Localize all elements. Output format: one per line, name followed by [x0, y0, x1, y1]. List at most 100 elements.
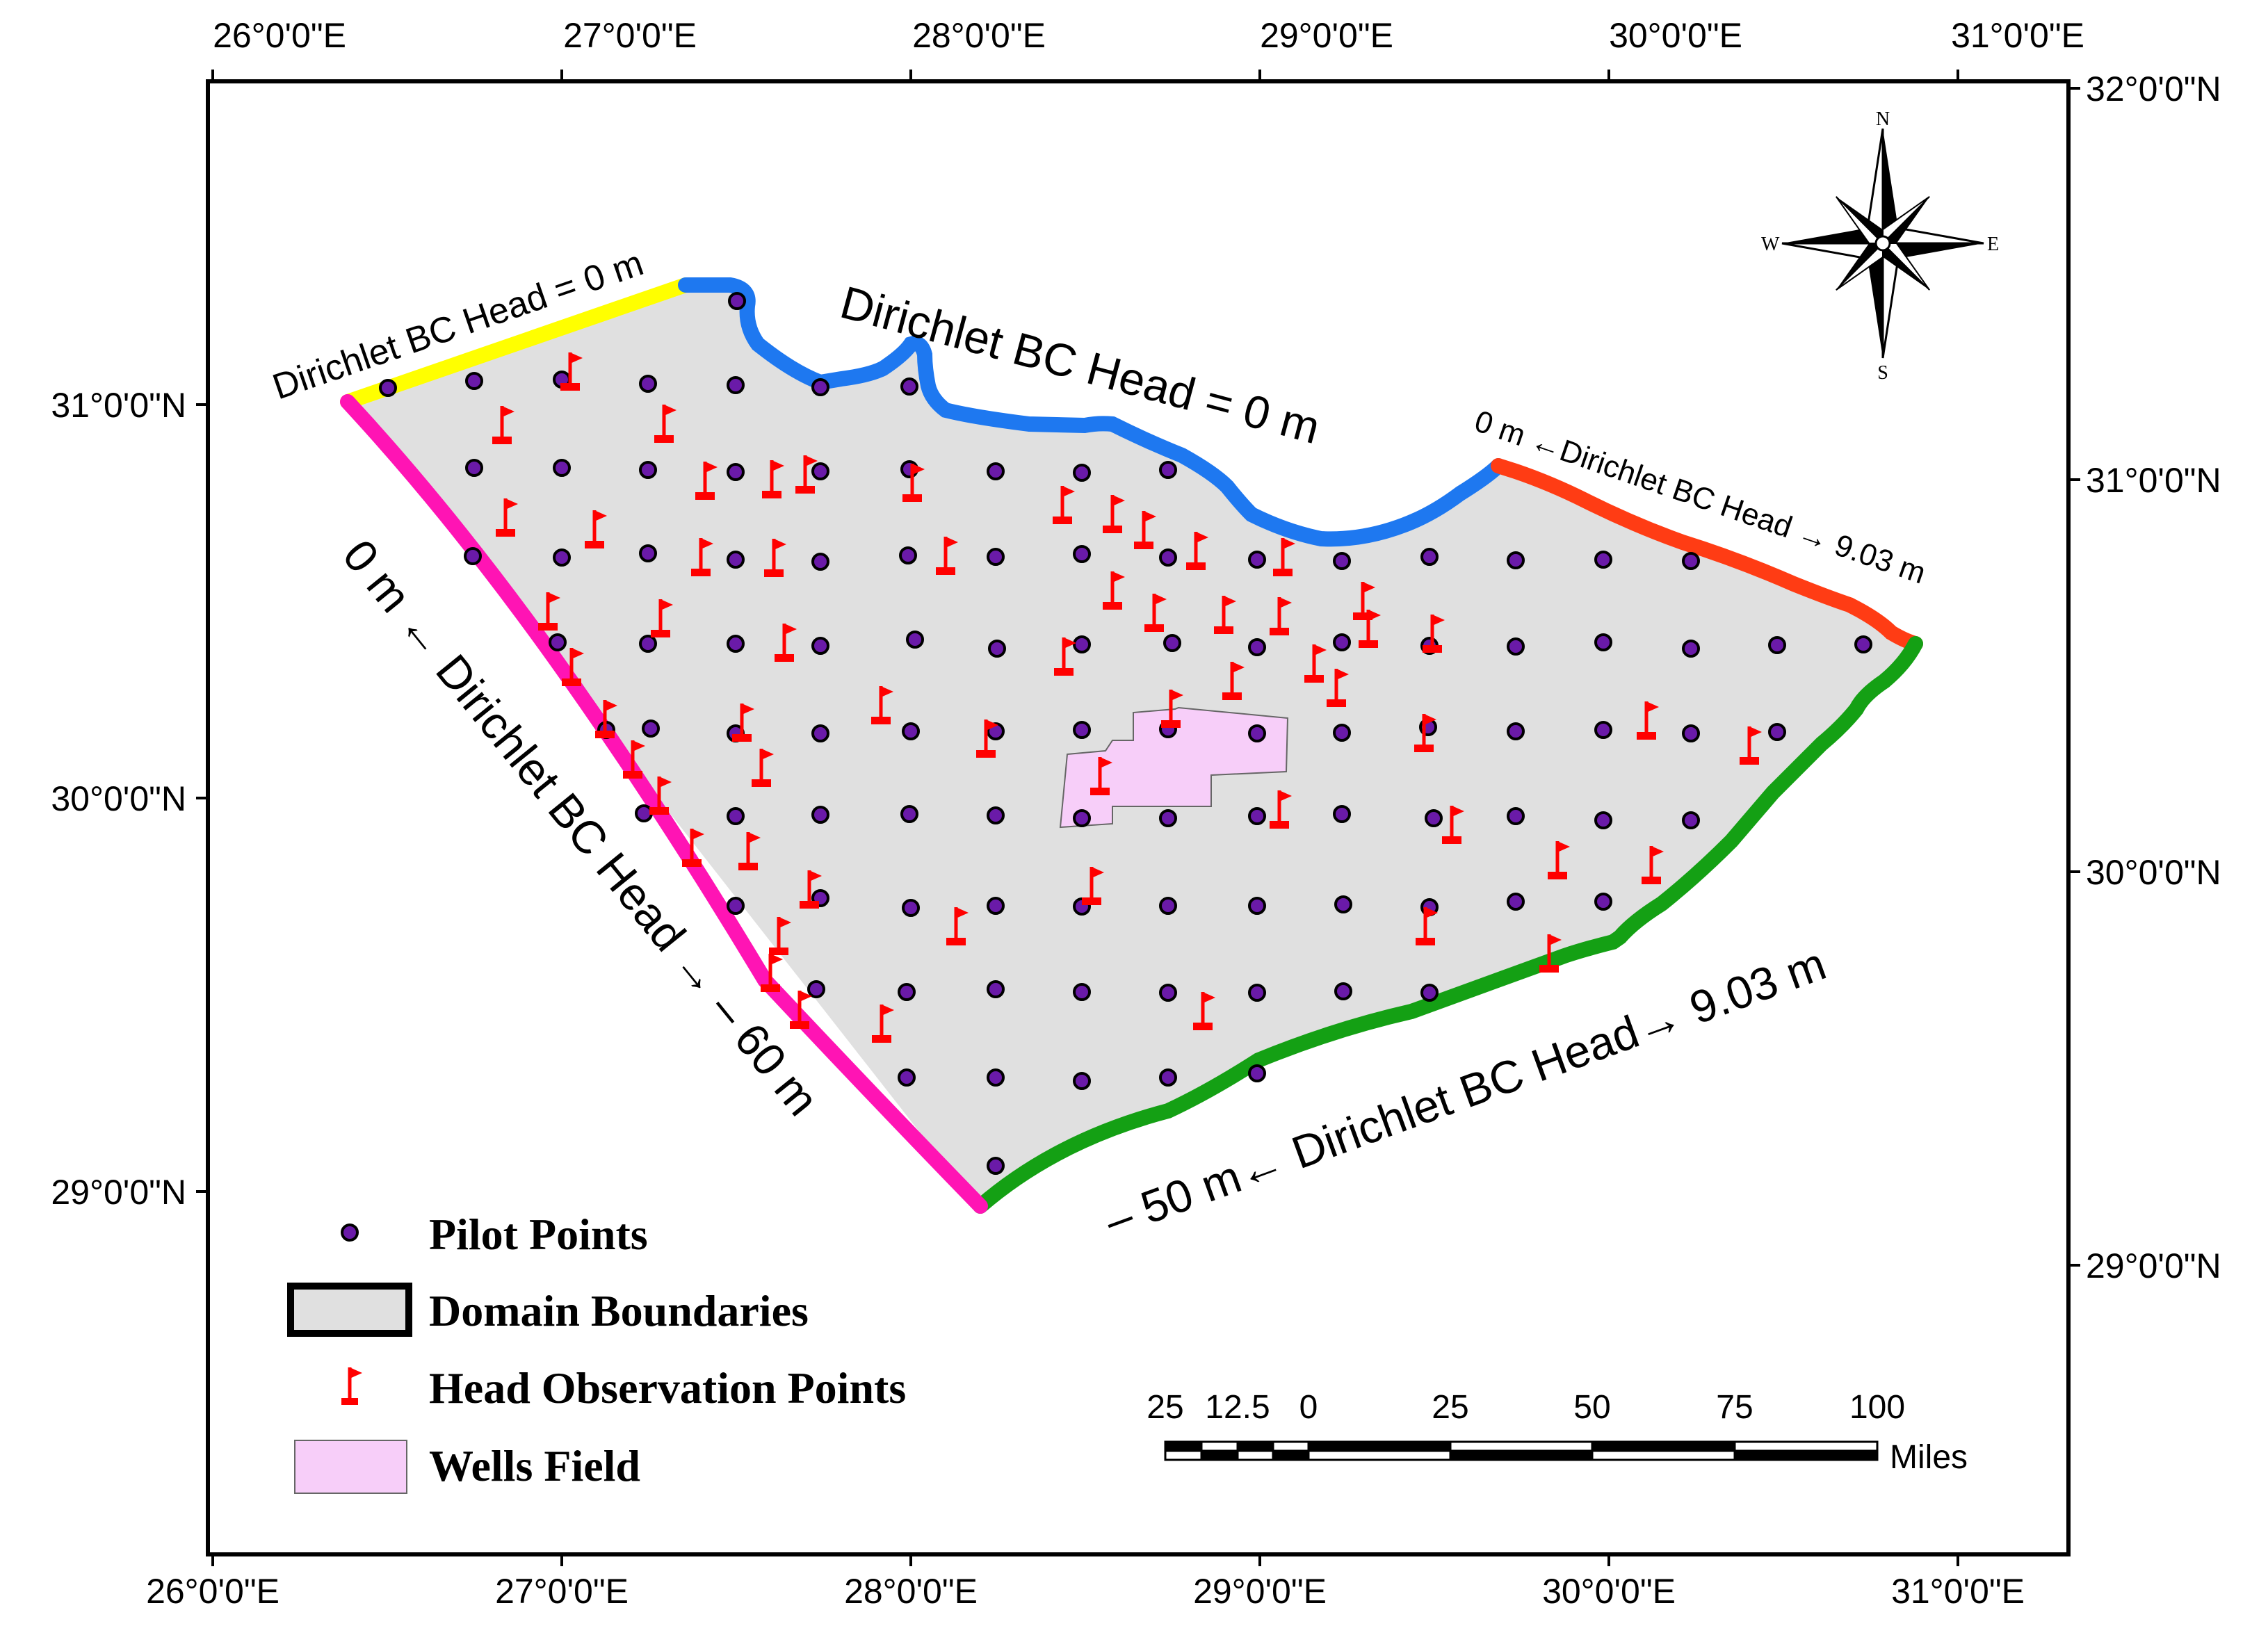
observation-point-flag	[560, 352, 583, 391]
pilot-point	[1594, 811, 1612, 829]
pilot-point	[988, 640, 1006, 658]
pilot-point	[1507, 551, 1525, 569]
observation-point-flag	[654, 405, 677, 443]
observation-point-flag	[762, 460, 784, 498]
observation-point-flag	[1273, 538, 1295, 576]
pilot-point	[1248, 551, 1266, 569]
legend-label-wells-field: Wells Field	[429, 1441, 640, 1490]
pilot-point	[1334, 982, 1352, 1000]
pilot-point	[899, 546, 917, 564]
scale-segment-top	[1733, 1440, 1879, 1452]
pilot-point	[898, 1068, 916, 1087]
pilot-point	[1594, 633, 1612, 651]
pilot-point	[1333, 724, 1351, 742]
pilot-point	[1073, 1072, 1091, 1090]
pilot-point	[811, 462, 829, 480]
observation-point-flag	[1642, 846, 1664, 884]
observation-point-flag	[902, 464, 925, 502]
tick-marks	[196, 70, 2080, 1566]
observation-point-flag	[936, 537, 958, 575]
observation-point-flag	[1103, 495, 1125, 533]
pilot-point	[1768, 723, 1786, 741]
observation-point-flag	[695, 462, 718, 500]
observation-point-flag	[538, 592, 560, 631]
scale-segment-bottom	[1733, 1449, 1879, 1461]
pilot-point	[379, 379, 397, 397]
observation-point-flag	[1416, 907, 1438, 945]
pilot-point	[728, 292, 746, 310]
pilot-point	[639, 375, 657, 393]
pilot-point	[1594, 721, 1612, 739]
pilot-point	[1163, 634, 1181, 652]
boundary-green	[973, 636, 1923, 1214]
pilot-point	[1594, 551, 1612, 569]
observation-point-flag	[1193, 992, 1215, 1030]
observation-point-flag	[732, 704, 754, 742]
pilot-point	[1073, 809, 1091, 827]
pilot-point	[1507, 637, 1525, 656]
observation-point-flag	[649, 777, 672, 815]
red-flag-icon	[341, 1367, 362, 1405]
pilot-point	[1073, 635, 1091, 653]
pilot-point	[635, 804, 653, 822]
legend: Pilot Points Domain Boundaries Head Obse…	[287, 1210, 906, 1494]
pilot-point	[807, 980, 825, 998]
wells-field-icon	[294, 1440, 407, 1494]
scale-segment-bottom	[1236, 1449, 1274, 1461]
pilot-point	[987, 548, 1005, 566]
scale-label-6: 100	[1849, 1389, 1905, 1426]
scale-segment-bottom	[1307, 1449, 1452, 1461]
pilot-point	[987, 1157, 1005, 1175]
pilot-point	[1248, 807, 1266, 825]
pilot-point	[1159, 984, 1177, 1002]
pilot-point	[1768, 636, 1786, 654]
pilot-point	[811, 637, 829, 655]
lon-tick-top-5: 31°0'0"E	[1951, 16, 2084, 55]
lat-tick-left-1: 30°0'0"N	[51, 779, 186, 818]
pilot-point	[464, 547, 482, 565]
pilot-point	[1507, 893, 1525, 911]
scale-unit: Miles	[1890, 1439, 1968, 1476]
pilot-point	[1159, 1068, 1177, 1087]
scale-segment-top	[1449, 1440, 1594, 1452]
observation-point-flag	[492, 406, 515, 444]
pilot-point	[900, 805, 918, 823]
observation-point-flag	[1359, 610, 1381, 648]
observation-point-flag	[1270, 597, 1292, 635]
lon-tick-bottom-2: 28°0'0"E	[844, 1572, 978, 1611]
compass-w: W	[1761, 234, 1780, 255]
observation-point-flag	[1304, 644, 1327, 683]
observation-point-flag	[1054, 637, 1076, 676]
pilot-point	[987, 806, 1005, 824]
scale-bar: 25 12.5 0 25 50 75 100 Miles	[1147, 1389, 1968, 1476]
observation-point-flag	[1539, 934, 1562, 973]
pilot-point	[987, 1068, 1005, 1087]
lon-tick-bottom-0: 26°0'0"E	[146, 1572, 280, 1611]
lat-tick-right-1: 31°0'0"N	[2086, 461, 2221, 500]
pilot-point	[1248, 1064, 1266, 1082]
lon-tick-bottom-4: 30°0'0"E	[1542, 1572, 1676, 1611]
pilot-point	[1682, 640, 1700, 658]
pilot-point	[1248, 638, 1266, 656]
observation-point-flag	[496, 498, 518, 537]
observation-point-flag	[595, 700, 617, 738]
observation-point-flag	[691, 538, 713, 576]
compass-s: S	[1877, 362, 1888, 384]
pilot-point	[639, 461, 657, 479]
pilot-point	[1333, 633, 1351, 651]
observation-point-flag	[1090, 757, 1112, 795]
observation-point-flag	[790, 991, 812, 1029]
scale-segment-bottom	[1164, 1449, 1203, 1461]
compass-e: E	[1987, 234, 1999, 255]
lon-tick-bottom-5: 31°0'0"E	[1891, 1572, 2025, 1611]
pilot-point	[902, 899, 920, 917]
pilot-point-icon	[341, 1223, 359, 1242]
scale-segment-top	[1591, 1440, 1736, 1452]
observation-point-flag	[1186, 532, 1208, 570]
lon-tick-top-4: 30°0'0"E	[1609, 16, 1742, 55]
pilot-point	[1594, 893, 1612, 911]
pilot-point	[987, 462, 1005, 480]
scale-label-2: 0	[1299, 1389, 1318, 1426]
observation-point-flag	[764, 539, 786, 577]
observation-point-flag	[871, 686, 893, 724]
